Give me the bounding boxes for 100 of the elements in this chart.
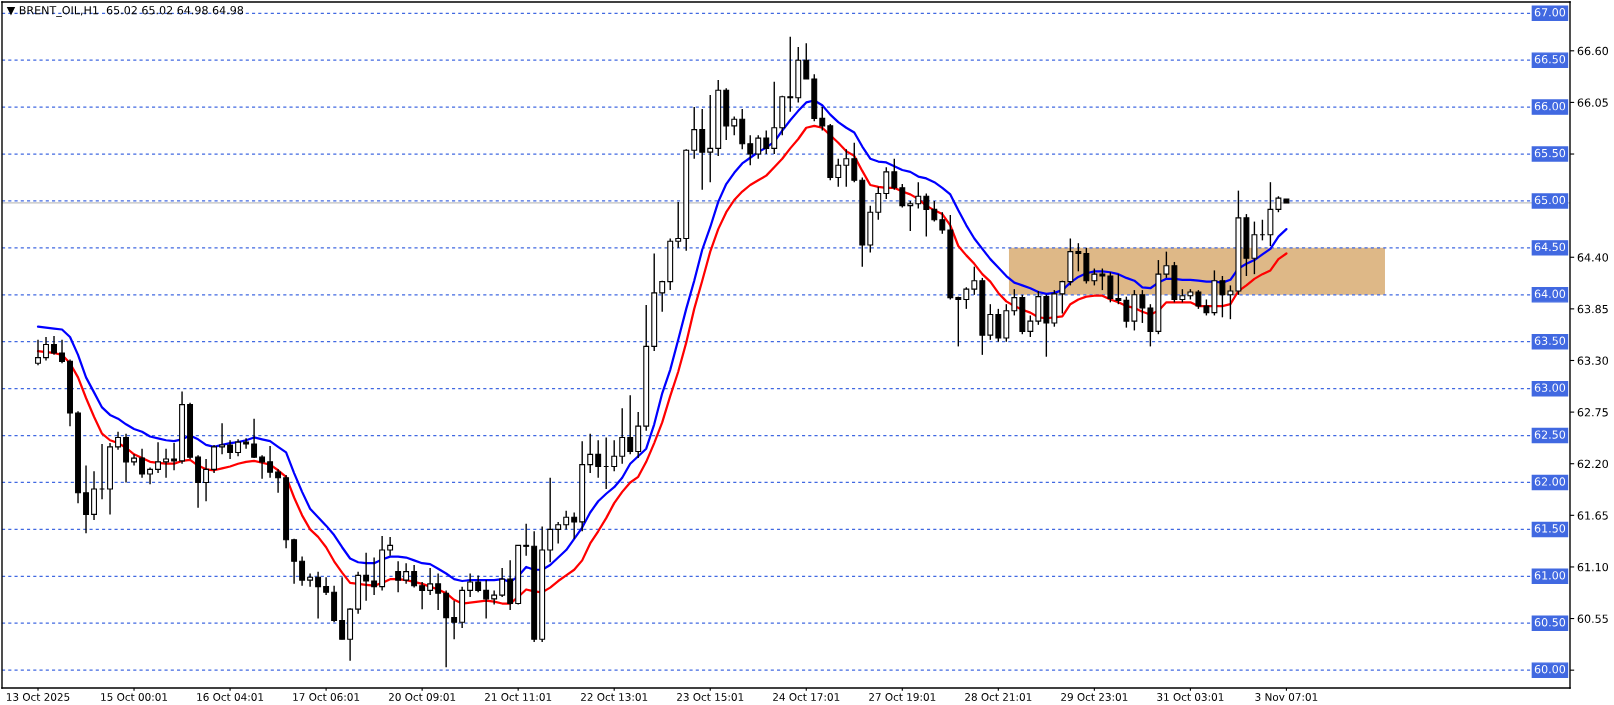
candlestick (427, 567, 434, 596)
candlestick (851, 142, 858, 183)
candlestick (843, 148, 850, 188)
y-tick-label: 66.05 (1577, 98, 1608, 107)
candlestick (219, 422, 226, 456)
x-tick-label: 24 Oct 17:01 (773, 693, 840, 701)
candlestick (1147, 303, 1154, 348)
x-tick-label: 22 Oct 13:01 (581, 693, 648, 701)
x-tick-label: 27 Oct 19:01 (869, 693, 936, 701)
candlestick (43, 336, 49, 362)
candlestick (883, 166, 890, 200)
candlestick (1227, 284, 1234, 320)
candlestick (987, 303, 994, 341)
candlestick (1107, 271, 1114, 303)
candlestick (395, 560, 402, 593)
x-tick-label: 17 Oct 06:01 (293, 693, 360, 701)
candlestick (931, 200, 938, 223)
candlestick (891, 158, 898, 191)
candlestick (1219, 275, 1226, 319)
candlestick (899, 183, 906, 209)
candlestick (147, 466, 154, 486)
y-tick-label: 66.60 (1577, 46, 1609, 56)
candlestick (299, 555, 306, 587)
candlestick (1027, 314, 1034, 338)
candlestick (971, 265, 978, 296)
candlestick (787, 36, 794, 113)
candlestick (731, 115, 738, 136)
x-tick-label: 29 Oct 23:01 (1061, 693, 1128, 701)
x-tick-label: 13 Oct 2025 (6, 693, 70, 701)
candlestick (1195, 289, 1202, 310)
ref-line-label: 65.50 (1534, 148, 1566, 158)
candlestick (59, 339, 65, 364)
candlestick (1075, 242, 1082, 273)
ref-line-label: 66.00 (1534, 101, 1566, 111)
candlestick (763, 129, 770, 155)
candlestick (163, 448, 170, 479)
x-tick-label: 28 Oct 21:01 (965, 693, 1032, 701)
candlestick (211, 444, 218, 474)
candlestick (1115, 273, 1122, 305)
y-tick-label: 63.30 (1577, 356, 1609, 365)
candlestick (419, 581, 426, 610)
candlestick (627, 394, 634, 456)
ref-line-label: 60.00 (1534, 664, 1566, 674)
candlestick (611, 439, 618, 472)
candlestick (747, 134, 754, 166)
candlestick (483, 579, 490, 620)
candlestick (659, 280, 666, 313)
candlestick (771, 81, 778, 155)
x-tick-label: 23 Oct 15:01 (677, 693, 744, 701)
candlestick (955, 295, 962, 348)
candlestick (1059, 280, 1066, 315)
y-tick-label: 62.20 (1577, 459, 1609, 469)
y-tick-label: 61.65 (1577, 511, 1608, 520)
y-tick-label: 62.75 (1577, 408, 1608, 417)
candlestick (995, 308, 1002, 343)
candlestick (563, 509, 570, 531)
candlestick (803, 42, 810, 80)
candlestick (243, 437, 250, 450)
candlestick (755, 134, 762, 160)
candlestick (619, 407, 626, 465)
candlestick (275, 468, 282, 494)
chart-title: ▼ BRENT_OIL,H1 65.02 65.02 64.98 64.98 (6, 6, 244, 17)
ref-line-label: 65.00 (1534, 195, 1566, 205)
ref-line-label: 66.50 (1534, 55, 1566, 64)
candlestick (51, 335, 57, 356)
candlestick (963, 286, 970, 310)
candlestick (1123, 295, 1130, 329)
candlestick (411, 564, 418, 589)
x-tick-label: 31 Oct 03:01 (1157, 693, 1224, 701)
candlestick (1163, 250, 1170, 279)
ref-line-label: 62.00 (1534, 477, 1566, 486)
candlestick (363, 552, 370, 602)
y-tick-label: 64.40 (1577, 253, 1609, 262)
x-tick-label: 15 Oct 00:01 (101, 693, 168, 701)
y-tick-label: 60.55 (1577, 614, 1608, 623)
candlestick (1011, 288, 1018, 317)
candlestick (595, 439, 602, 479)
candlestick (1139, 289, 1146, 324)
candlestick (83, 464, 89, 534)
candlestick (35, 339, 41, 366)
candlestick (707, 94, 714, 183)
candlestick (915, 181, 922, 210)
candlestick (923, 192, 930, 238)
candlestick (315, 570, 322, 620)
candlestick (835, 158, 842, 188)
candlestick (155, 441, 162, 474)
candlestick (435, 572, 442, 611)
ref-line-label: 63.50 (1534, 336, 1566, 345)
x-tick-label: 21 Oct 11:01 (484, 693, 552, 701)
candlestick (403, 562, 410, 585)
candlestick (307, 572, 314, 588)
candlestick (819, 106, 826, 132)
x-tick-label: 3 Nov 07:01 (1255, 693, 1318, 701)
candlestick (467, 572, 474, 598)
candlestick (227, 439, 234, 460)
candlestick (203, 458, 210, 502)
candlestick (875, 186, 882, 221)
y-tick-label: 61.10 (1577, 562, 1609, 572)
candlestick (171, 442, 178, 471)
x-tick-label: 20 Oct 09:01 (388, 693, 456, 701)
